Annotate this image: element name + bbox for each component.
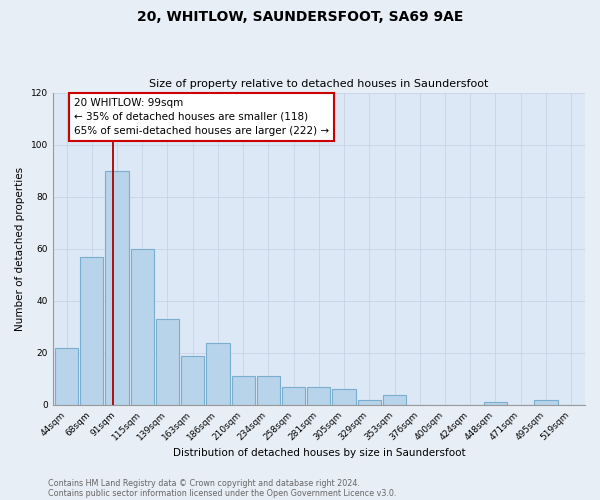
Bar [156, 319, 179, 405]
Bar [257, 376, 280, 405]
Bar [80, 256, 103, 405]
Bar [206, 342, 230, 405]
Bar [332, 390, 356, 405]
Title: Size of property relative to detached houses in Saundersfoot: Size of property relative to detached ho… [149, 79, 488, 89]
Bar [131, 249, 154, 405]
Bar [383, 394, 406, 405]
Bar [181, 356, 204, 405]
Bar [232, 376, 255, 405]
Bar [106, 170, 128, 405]
Text: Contains public sector information licensed under the Open Government Licence v3: Contains public sector information licen… [48, 488, 397, 498]
X-axis label: Distribution of detached houses by size in Saundersfoot: Distribution of detached houses by size … [173, 448, 465, 458]
Text: 20 WHITLOW: 99sqm
← 35% of detached houses are smaller (118)
65% of semi-detache: 20 WHITLOW: 99sqm ← 35% of detached hous… [74, 98, 329, 136]
Bar [534, 400, 557, 405]
Y-axis label: Number of detached properties: Number of detached properties [15, 166, 25, 331]
Text: 20, WHITLOW, SAUNDERSFOOT, SA69 9AE: 20, WHITLOW, SAUNDERSFOOT, SA69 9AE [137, 10, 463, 24]
Bar [282, 387, 305, 405]
Bar [55, 348, 78, 405]
Bar [358, 400, 381, 405]
Bar [307, 387, 331, 405]
Bar [484, 402, 507, 405]
Text: Contains HM Land Registry data © Crown copyright and database right 2024.: Contains HM Land Registry data © Crown c… [48, 478, 360, 488]
